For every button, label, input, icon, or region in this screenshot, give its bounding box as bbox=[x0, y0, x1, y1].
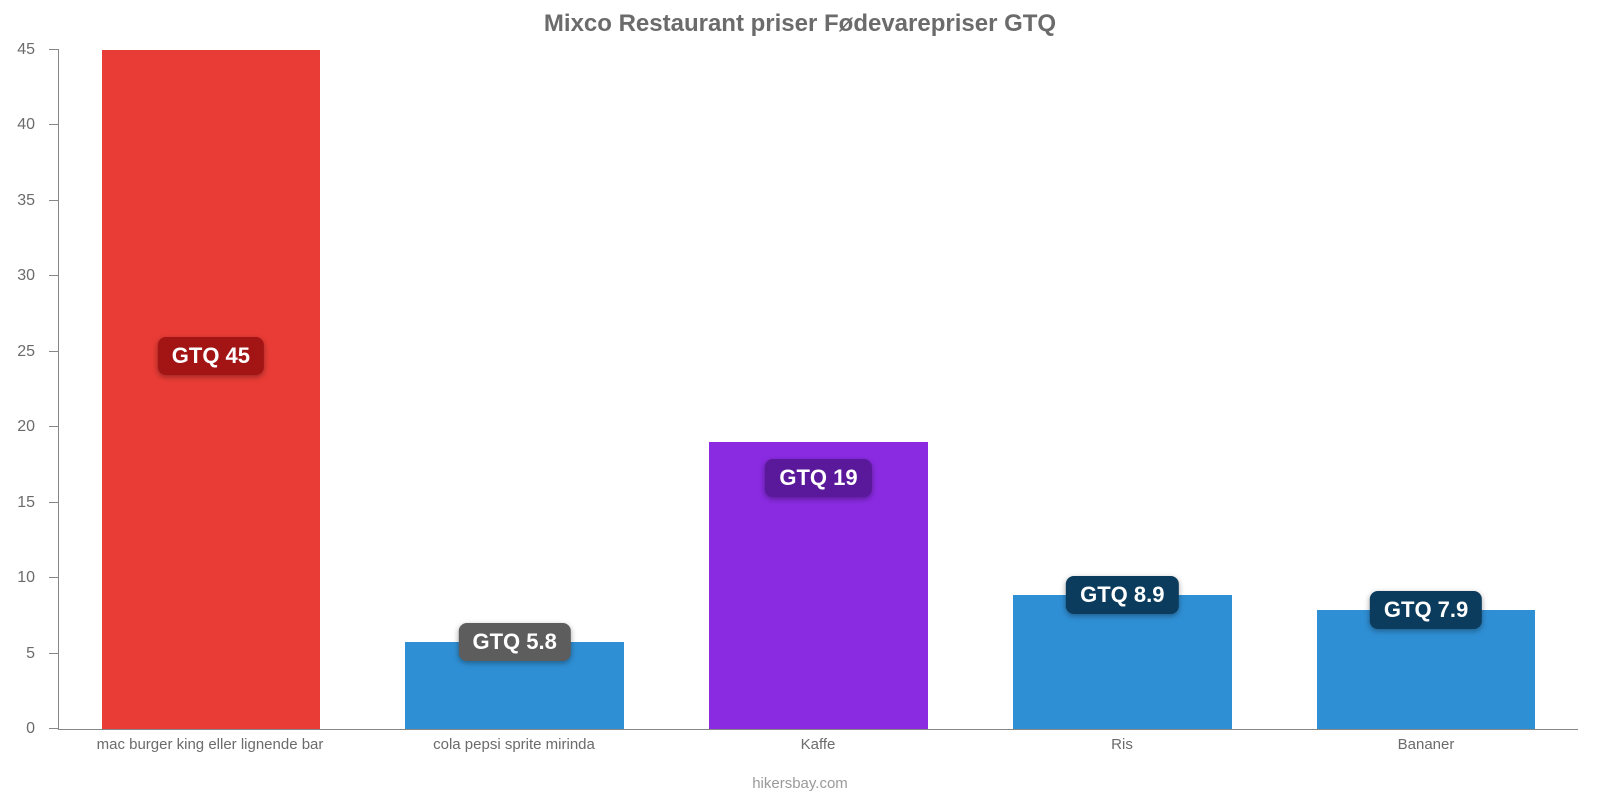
y-tick-label: 40 bbox=[17, 116, 35, 134]
chart-title: Mixco Restaurant priser Fødevarepriser G… bbox=[0, 10, 1600, 38]
y-tick: 15 bbox=[49, 502, 59, 503]
y-tick-label: 45 bbox=[17, 41, 35, 59]
y-tick-label: 0 bbox=[26, 720, 35, 738]
y-tick: 0 bbox=[49, 728, 59, 729]
value-badge: GTQ 5.8 bbox=[459, 623, 571, 661]
bar-slot: GTQ 5.8 bbox=[405, 50, 624, 729]
y-tick: 25 bbox=[49, 351, 59, 352]
bar bbox=[102, 50, 321, 729]
y-tick: 20 bbox=[49, 426, 59, 427]
value-badge: GTQ 19 bbox=[765, 459, 871, 497]
y-tick-label: 10 bbox=[17, 569, 35, 587]
chart-container: Mixco Restaurant priser Fødevarepriser G… bbox=[0, 0, 1600, 800]
chart-footer: hikersbay.com bbox=[0, 775, 1600, 792]
x-axis-label: cola pepsi sprite mirinda bbox=[433, 736, 595, 753]
x-axis-label: Ris bbox=[1111, 736, 1133, 753]
y-tick: 5 bbox=[49, 653, 59, 654]
bar bbox=[1013, 595, 1232, 729]
y-tick: 30 bbox=[49, 275, 59, 276]
bars-layer: GTQ 45 GTQ 5.8 GTQ 19 GTQ 8.9 GTQ 7.9 bbox=[59, 50, 1578, 729]
y-tick: 35 bbox=[49, 200, 59, 201]
y-tick-label: 25 bbox=[17, 343, 35, 361]
bar-slot: GTQ 45 bbox=[102, 50, 321, 729]
y-tick: 10 bbox=[49, 577, 59, 578]
y-tick-label: 20 bbox=[17, 418, 35, 436]
y-tick-label: 30 bbox=[17, 267, 35, 285]
value-badge: GTQ 7.9 bbox=[1370, 591, 1482, 629]
x-axis-label: Bananer bbox=[1398, 736, 1455, 753]
bar-slot: GTQ 8.9 bbox=[1013, 50, 1232, 729]
y-tick: 40 bbox=[49, 124, 59, 125]
y-tick-label: 35 bbox=[17, 192, 35, 210]
bar-slot: GTQ 7.9 bbox=[1317, 50, 1536, 729]
y-tick-label: 5 bbox=[26, 645, 35, 663]
plot-area: GTQ 45GTQ 5.8GTQ 19GTQ 8.9GTQ 7.9 051015… bbox=[58, 50, 1578, 730]
x-axis-labels: mac burger king eller lignende bar cola p… bbox=[58, 736, 1578, 760]
x-axis-label: mac burger king eller lignende bar bbox=[97, 736, 324, 753]
bar-slot: GTQ 19 bbox=[709, 50, 928, 729]
y-tick: 45 bbox=[49, 49, 59, 50]
x-axis-label: Kaffe bbox=[801, 736, 836, 753]
value-badge: GTQ 8.9 bbox=[1066, 576, 1178, 614]
value-badge: GTQ 45 bbox=[158, 337, 264, 375]
y-tick-label: 15 bbox=[17, 494, 35, 512]
